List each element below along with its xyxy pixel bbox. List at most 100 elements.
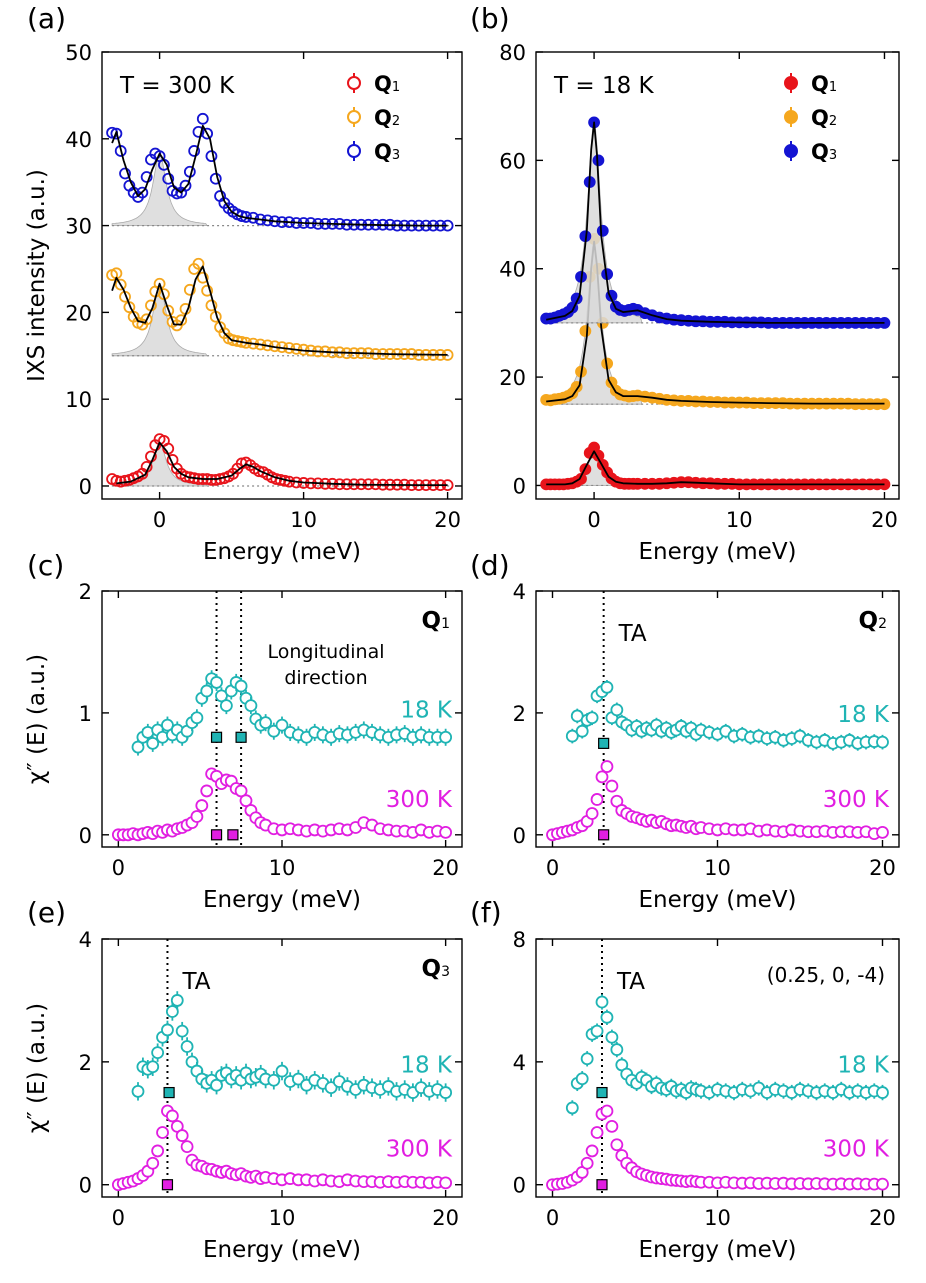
panel-a-point-Q1: [205, 474, 218, 486]
panel-a-fit-line-Q3: [111, 124, 448, 227]
panel-f-point-300k: [605, 1119, 619, 1133]
panel-a-point-Q2: [153, 277, 166, 290]
panel-c-mode-marker-18k: [235, 731, 247, 743]
panel-c-point-18k: [439, 730, 453, 744]
panel-c-point-18k: [146, 736, 160, 750]
panel-b-legend-label-Q2: Q2: [811, 106, 837, 130]
panel-e-point-300k: [175, 1129, 189, 1142]
panel-b-ytick-label: 80: [499, 41, 526, 65]
panel-f-ytick-label: 8: [513, 928, 526, 952]
panel-f-point-18k: [876, 1086, 889, 1099]
panel-a-point-Q3: [205, 150, 218, 163]
panel-b-legend-marker-1: [784, 76, 798, 90]
panel-c-annotation-direction: direction: [284, 667, 367, 689]
panel-a-point-Q3: [179, 179, 192, 192]
panel-c-ytick-label: 1: [79, 702, 92, 726]
panel-f-ytick-label: 4: [513, 1051, 526, 1075]
panel-f-xtick-label: 20: [869, 1206, 896, 1230]
panel-a-point-Q3: [162, 172, 175, 185]
panel-e-q-label-letter: Q: [422, 956, 442, 982]
panel-d-mode-marker-18k: [598, 737, 610, 749]
panel-b-fit-line-Q3: [546, 121, 885, 324]
panel-e-point-300k: [156, 1126, 169, 1139]
panel-b-legend-label-Q3-letter: Q: [811, 140, 829, 164]
panel-a-legend-label-Q3-subscript: 3: [392, 148, 400, 163]
panel-a-point-Q3: [235, 210, 248, 222]
panel-a-legend-marker-3: [347, 144, 361, 158]
panel-f-mode-marker-300k: [596, 1179, 608, 1191]
panel-a-point-Q2: [162, 304, 175, 317]
panel-f-xtick-label: 10: [704, 1206, 731, 1230]
panel-c-point-18k: [210, 676, 223, 689]
panel-a-ylabel: IXS intensity (a.u.): [24, 169, 50, 382]
panel-f-mode-marker-18k: [596, 1086, 608, 1099]
panel-b-elastic-fill-3: [545, 122, 643, 324]
panel-e-point-18k: [324, 1081, 338, 1095]
panel-b-letter: (b): [470, 2, 510, 35]
panel-d-letter: (d): [470, 549, 510, 582]
panel-a-ytick-label: 20: [65, 301, 92, 325]
panel-c-xtick-label: 20: [432, 856, 459, 880]
panel-d-ytick-label: 0: [513, 824, 526, 848]
panel-b-legend-marker-3: [784, 144, 798, 158]
panel-a-ytick-label: 50: [65, 41, 92, 65]
panel-a-ytick-label: 0: [79, 475, 92, 499]
panel-c-letter: (c): [27, 549, 64, 582]
panel-a-point-Q3: [188, 145, 201, 157]
panel-c-point-300k: [234, 784, 248, 798]
panel-a-xtick-label: 10: [290, 508, 317, 532]
panel-c-xtick-label: 0: [112, 856, 125, 880]
panel-d-q-label-subscript: 2: [878, 616, 887, 632]
panel-d-xtick-label: 20: [869, 856, 896, 880]
panel-e-point-300k: [180, 1140, 194, 1154]
panel-d-annotation-ta: TA: [618, 621, 647, 647]
panel-f-series-label-300k: 300 K: [823, 1137, 890, 1163]
panel-a-point-Q3: [136, 186, 149, 199]
panel-f-point-300k: [590, 1126, 604, 1139]
panel-a-point-Q1: [110, 474, 123, 487]
panel-a-point-Q3: [201, 127, 214, 140]
panel-c-xtick-label: 10: [269, 856, 296, 880]
panel-a-point-Q2: [183, 283, 196, 296]
panel-e-point-18k: [146, 1060, 160, 1074]
panel-c-q-label-letter: Q: [422, 608, 442, 634]
panel-c-q-label-subscript: 1: [441, 616, 450, 632]
panel-a-legend-label-Q2: Q2: [374, 106, 400, 130]
panel-c-xlabel: Energy (meV): [203, 887, 361, 913]
panel-f-letter: (f): [470, 896, 502, 929]
panel-b-xlabel: Energy (meV): [638, 539, 796, 565]
panel-e-point-18k: [175, 1024, 189, 1038]
panel-e-point-18k: [161, 1023, 174, 1037]
panel-e-ytick-label: 2: [79, 1051, 92, 1075]
panel-a-point-Q2: [205, 299, 218, 312]
panel-d-series-label-18k: 18 K: [837, 702, 890, 728]
panel-a-title: T = 300 K: [119, 73, 235, 99]
panel-d-point-18k: [565, 729, 579, 743]
panel-f-xtick-label: 0: [546, 1206, 559, 1230]
panel-c-point-18k: [244, 699, 258, 712]
panel-a-point-Q3: [140, 171, 153, 183]
panel-a-point-Q1: [179, 470, 192, 483]
panel-e-mode-marker-18k: [163, 1086, 175, 1099]
panel-e-point-18k: [180, 1040, 194, 1053]
panel-a-legend-label-Q1: Q1: [374, 72, 400, 96]
panel-c-mode-marker-18k: [210, 731, 223, 743]
panel-f-point-18k: [600, 1010, 614, 1024]
panel-e-point-300k: [165, 1109, 179, 1123]
panel-e-point-300k: [146, 1156, 160, 1170]
panel-c-series-label-18k: 18 K: [400, 697, 453, 723]
panel-a-legend-marker-2: [347, 110, 361, 124]
panel-e-ytick-label: 4: [79, 928, 92, 952]
panel-a-letter: (a): [27, 2, 66, 35]
panel-e-xlabel: Energy (meV): [203, 1237, 361, 1263]
panel-c-point-300k: [200, 784, 214, 798]
panel-f-point-300k: [585, 1144, 599, 1158]
panel-c-point-300k: [239, 794, 253, 808]
panel-d-q-label-letter: Q: [859, 608, 879, 634]
panel-a-xtick-label: 0: [153, 508, 166, 532]
panel-e-xtick-label: 10: [269, 1206, 296, 1230]
panel-d-point-18k: [575, 724, 589, 738]
panel-c-point-300k: [195, 799, 209, 812]
panel-a-point-Q3: [110, 127, 123, 140]
